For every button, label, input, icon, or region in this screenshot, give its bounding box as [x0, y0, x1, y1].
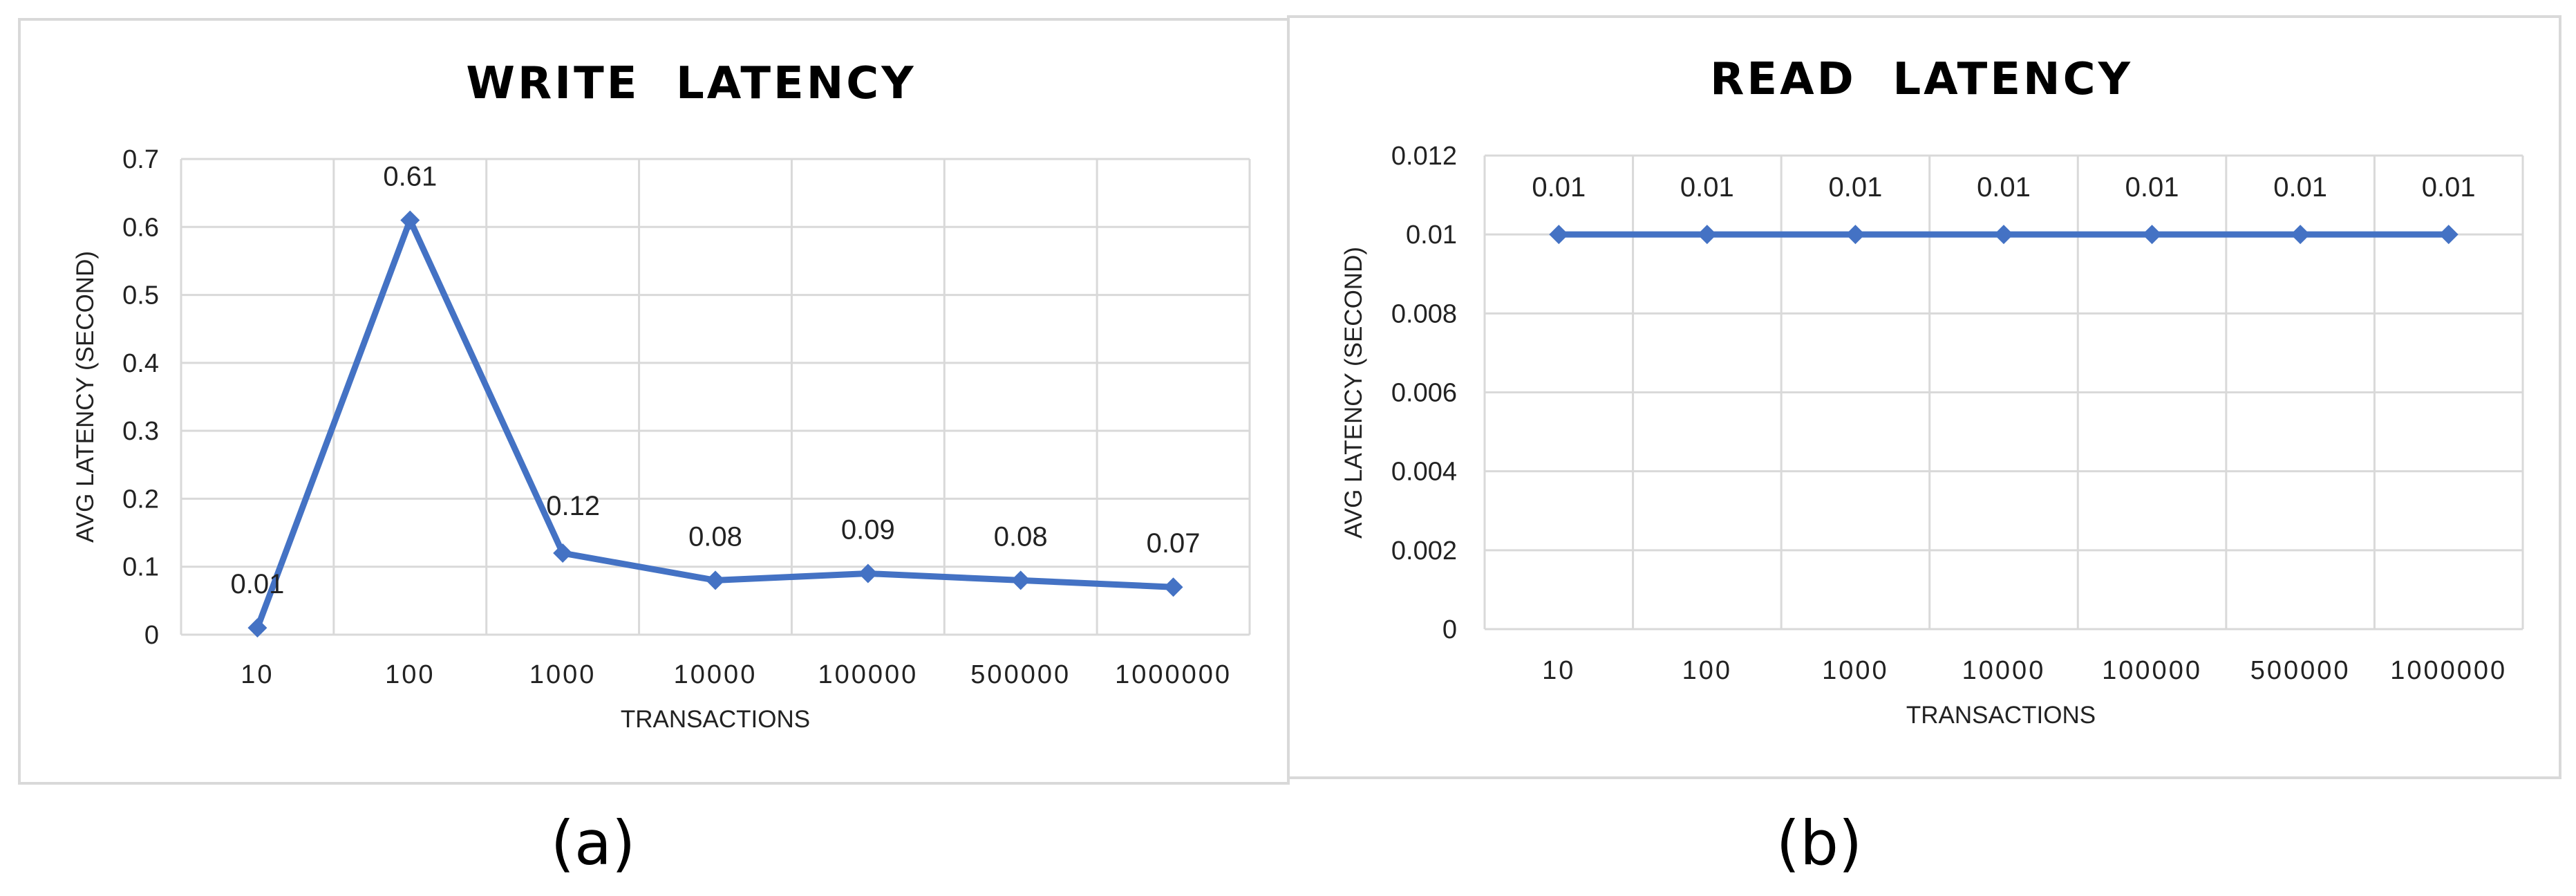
chart-b-x-tick: 500000	[2250, 656, 2351, 685]
chart-a-x-tick: 10000	[674, 660, 758, 689]
chart-a-x-tick: 100	[385, 660, 435, 689]
chart-a-data-label: 0.61	[383, 161, 437, 192]
chart-a-y-tick: 0.4	[122, 349, 159, 378]
chart-a: 0 0.1 0.2 0.3 0.4 0.5 0.6 0.7 10 100 1000 10000 1000…	[72, 145, 1251, 733]
chart-a-y-tick: 0.2	[122, 485, 159, 514]
chart-b-data-point	[2291, 225, 2311, 245]
chart-b-data-point	[2438, 225, 2459, 245]
chart-a-y-tick: 0.1	[122, 553, 159, 582]
chart-b-caption: (b)	[1776, 808, 1863, 879]
chart-a-data-label: 0.09	[841, 515, 895, 545]
chart-a-data-point	[400, 210, 420, 230]
chart-a-frame	[18, 18, 1290, 785]
chart-a-data-label: 0.08	[688, 521, 742, 552]
chart-b-data-label: 0.01	[2125, 172, 2179, 203]
chart-b-data-point	[2142, 225, 2162, 245]
chart-a-data-point	[1163, 577, 1183, 597]
chart-a-data-point	[553, 543, 573, 563]
chart-b-frame	[1287, 15, 2561, 779]
chart-a-data-label: 0.12	[546, 491, 600, 521]
chart-a-data-point	[1010, 570, 1031, 590]
chart-b-y-tick: 0.01	[1406, 221, 1457, 250]
chart-a-y-tick: 0.3	[122, 417, 159, 446]
chart-a-x-tick: 1000	[529, 660, 596, 689]
chart-b-data-point	[1549, 225, 1569, 245]
chart-b-x-tick: 1000	[1822, 656, 1889, 685]
chart-a-x-tick: 1000000	[1115, 660, 1232, 689]
chart-a-data-point	[247, 618, 267, 638]
chart-b-y-tick: 0.012	[1391, 142, 1457, 171]
chart-b-y-tick: 0	[1442, 615, 1457, 644]
chart-a-y-axis-label: AVG LATENCY (SECOND)	[72, 251, 99, 543]
chart-a-caption: (a)	[551, 808, 636, 879]
chart-b-data-label: 0.01	[1532, 172, 1586, 203]
chart-b-data-label: 0.01	[2273, 172, 2327, 203]
chart-b-data-point	[1697, 225, 1717, 245]
chart-a-data-label: 0.08	[994, 521, 1048, 552]
chart-a-x-tick: 100000	[818, 660, 918, 689]
chart-b-x-tick: 100	[1682, 656, 1732, 685]
chart-a-y-tick: 0.6	[122, 213, 159, 242]
chart-b-x-tick: 1000000	[2390, 656, 2507, 685]
chart-a-y-tick: 0.7	[122, 145, 159, 174]
chart-a-x-tick: 500000	[970, 660, 1071, 689]
chart-a-data-point	[706, 570, 725, 590]
chart-a-y-tick: 0.5	[122, 281, 159, 310]
chart-b-x-tick: 10000	[1962, 656, 2046, 685]
chart-b-data-point	[1845, 225, 1865, 245]
chart-a-title: WRITE LATENCY	[466, 58, 916, 109]
chart-b-y-axis-label: AVG LATENCY (SECOND)	[1340, 247, 1367, 539]
chart-b-title: READ LATENCY	[1710, 54, 2133, 105]
chart-a-y-tick: 0	[144, 621, 159, 650]
chart-b-x-tick: 100000	[2102, 656, 2202, 685]
chart-a-x-axis-label: TRANSACTIONS	[621, 706, 810, 733]
chart-b-y-tick: 0.002	[1391, 536, 1457, 566]
chart-b-y-tick: 0.006	[1391, 379, 1457, 408]
chart-a-data-label: 0.07	[1147, 528, 1201, 559]
chart-b-data-point	[1994, 225, 2013, 245]
chart-b-data-label: 0.01	[1977, 172, 2031, 203]
chart-b-x-axis-label: TRANSACTIONS	[1906, 702, 2096, 729]
chart-b-data-label: 0.01	[1680, 172, 1734, 203]
chart-b-data-label: 0.01	[1828, 172, 1882, 203]
chart-b-y-tick: 0.004	[1391, 458, 1457, 487]
chart-b: 0 0.002 0.004 0.006 0.008 0.01 0.012 10 100 1000 1…	[1340, 142, 2524, 729]
chart-b-y-tick: 0.008	[1391, 299, 1457, 328]
chart-b-x-tick: 10	[1542, 656, 1575, 685]
chart-a-data-point	[858, 563, 878, 584]
chart-a-x-tick: 10	[241, 660, 274, 689]
chart-a-data-label: 0.01	[230, 569, 284, 599]
chart-b-data-label: 0.01	[2422, 172, 2476, 203]
